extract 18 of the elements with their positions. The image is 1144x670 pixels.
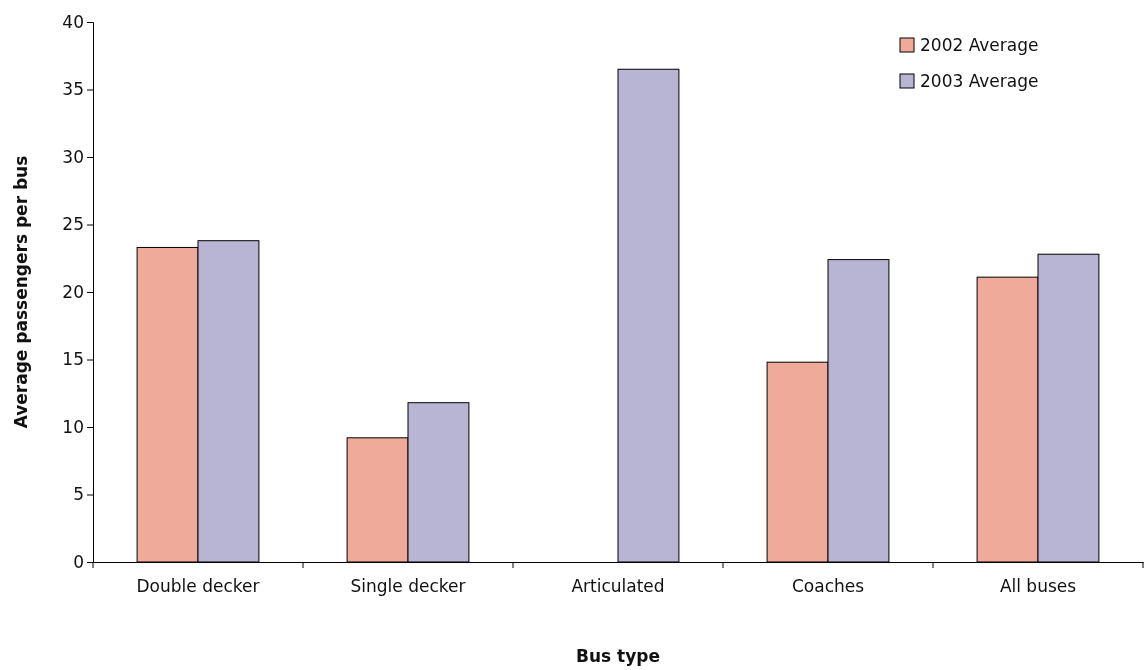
legend-label: 2002 Average [920,35,1039,55]
y-tick-label: 5 [73,484,84,505]
y-tick-label: 30 [62,146,84,167]
y-tick-label: 15 [62,349,84,370]
x-tick-label: Single decker [350,576,466,597]
y-tick-label: 35 [62,79,84,100]
x-tick-label: All buses [999,576,1077,597]
x-tick-label: Double decker [136,576,260,597]
y-tick-label: 10 [62,416,84,437]
y-tick-label: 25 [62,214,84,235]
y-tick-label: 40 [62,11,84,32]
x-tick-label: Coaches [791,576,865,597]
x-axis-title: Bus type [575,646,661,666]
y-tick-label: 0 [73,551,84,572]
y-axis-title: Average passengers per bus [11,155,31,429]
legend-label: 2003 Average [920,71,1039,91]
y-tick-label: 20 [62,281,84,302]
x-tick-label: Articulated [571,576,665,597]
